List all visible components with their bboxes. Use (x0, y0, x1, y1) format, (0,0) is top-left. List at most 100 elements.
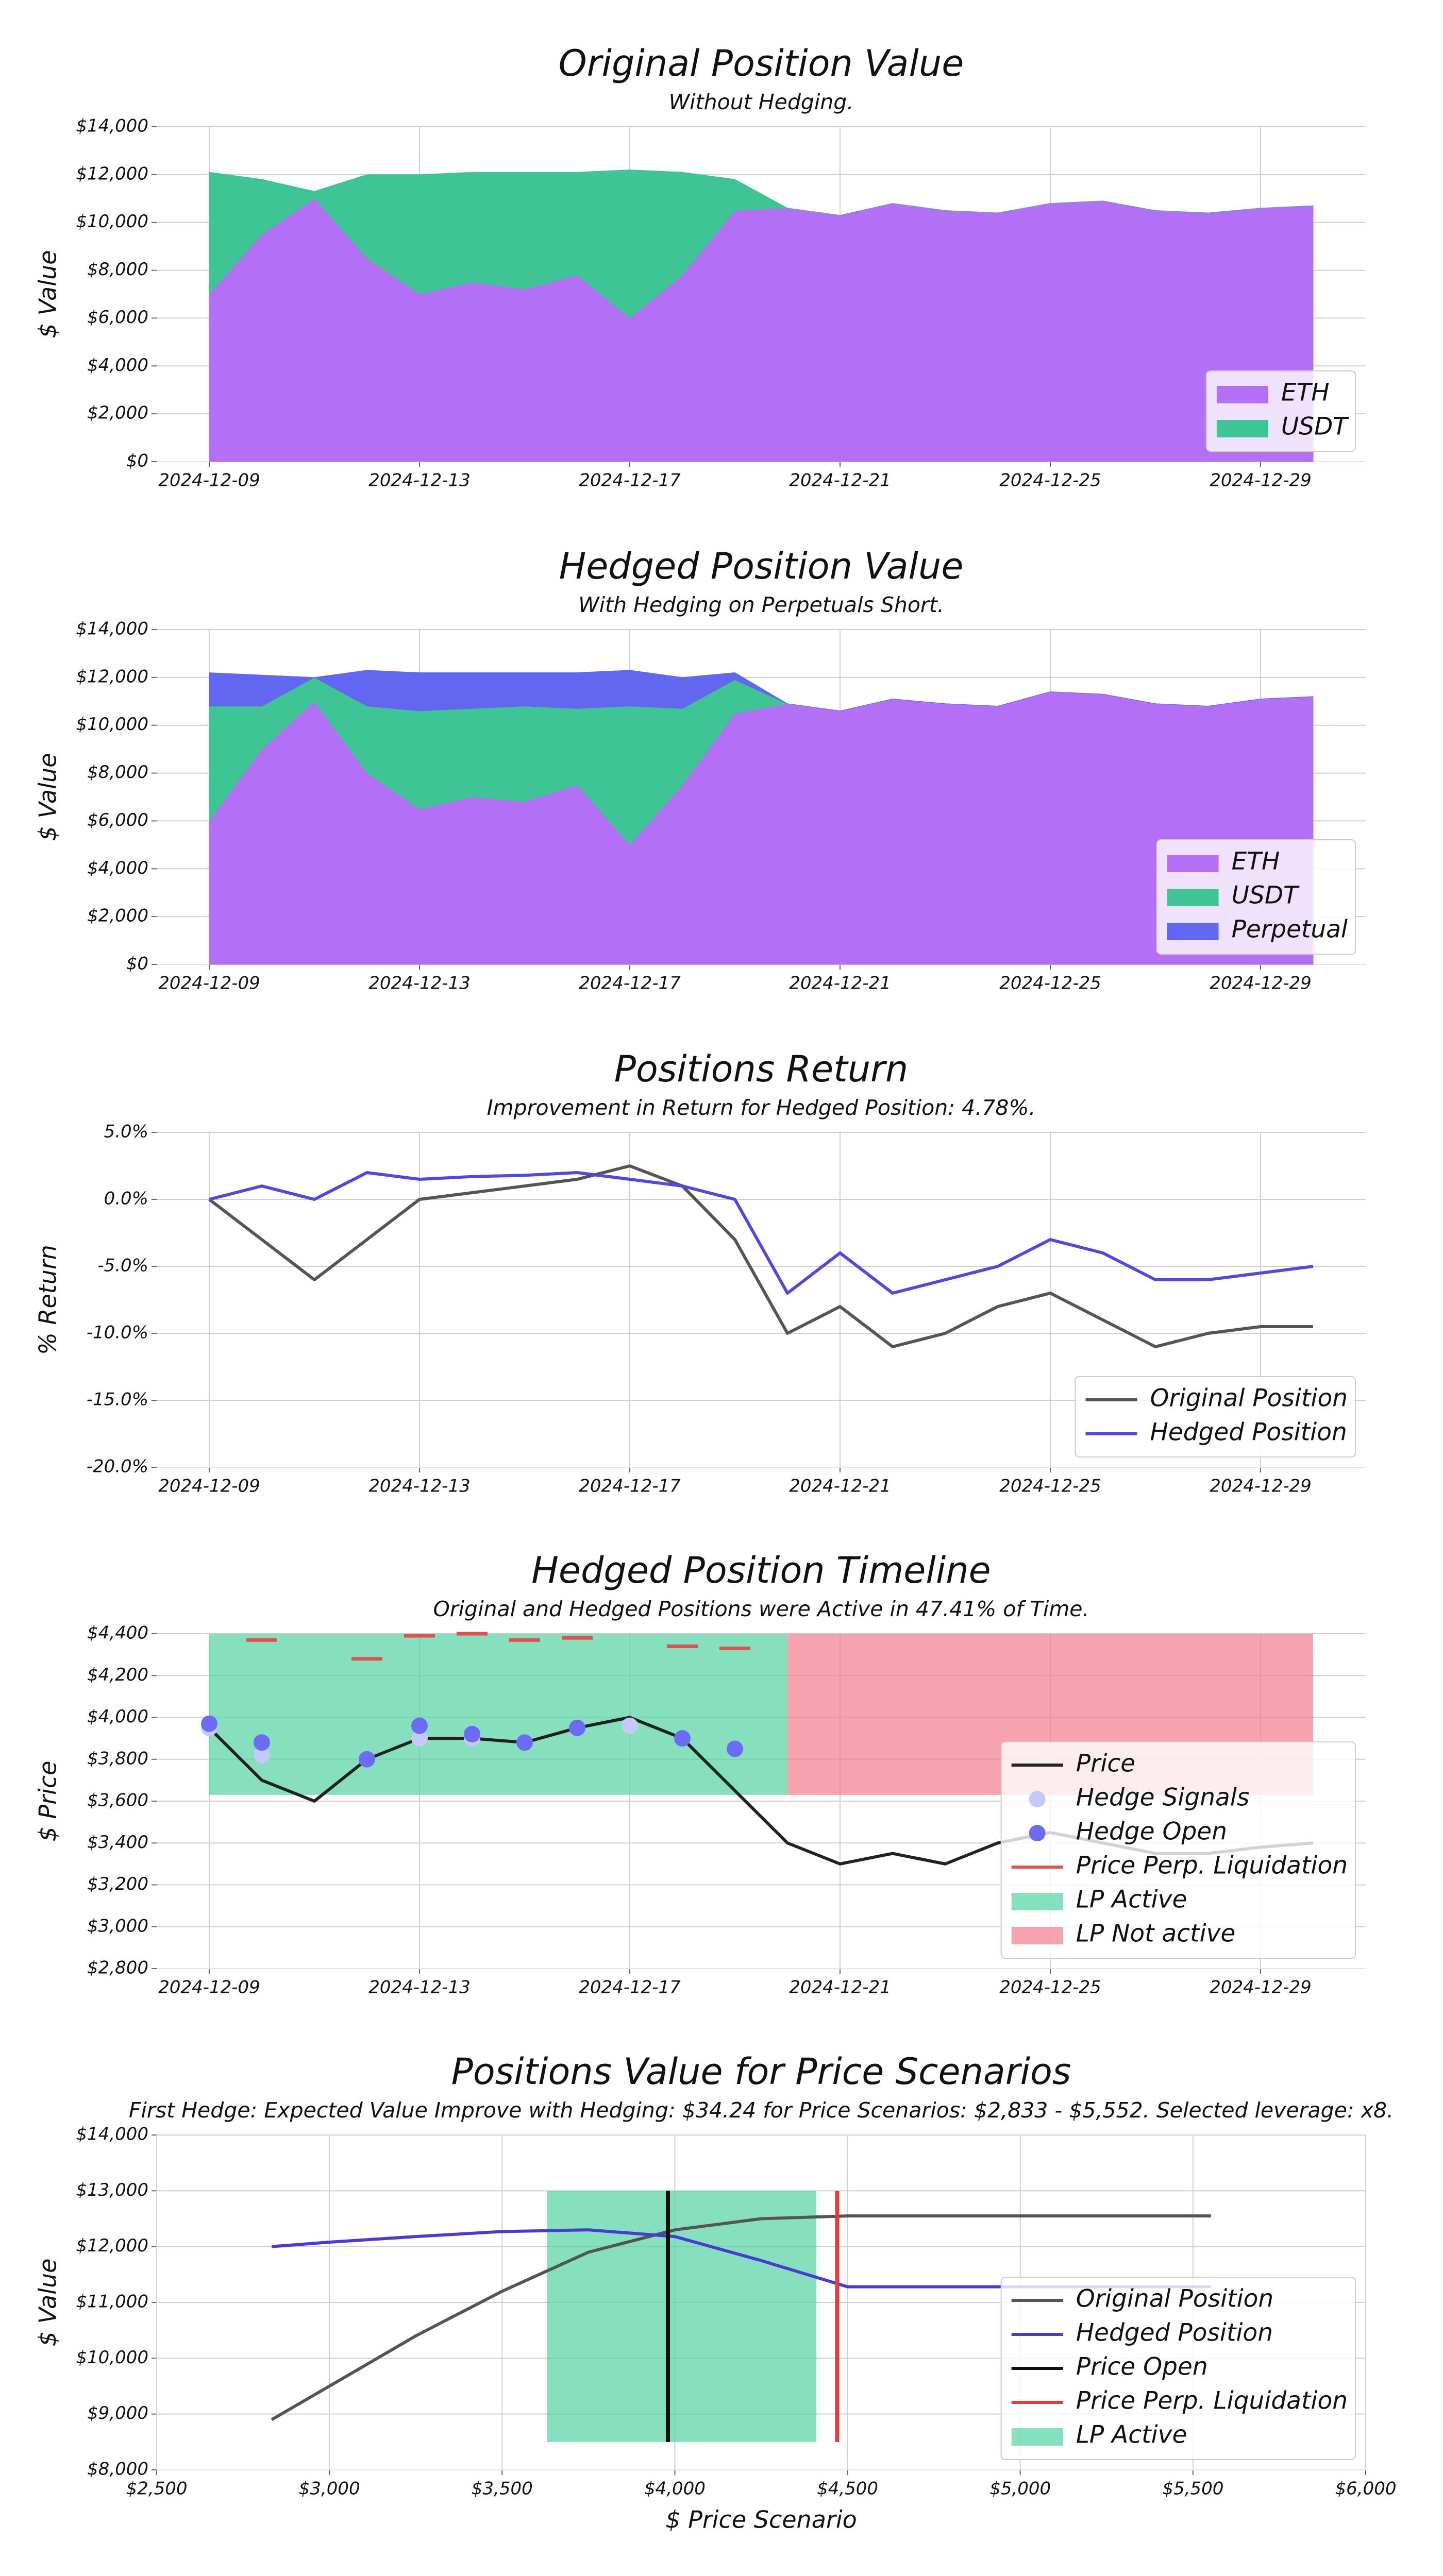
legend-swatch (1167, 855, 1219, 872)
x-tick-label: $3,000 (299, 2479, 360, 2499)
x-tick-label: 2024-12-09 (158, 470, 260, 491)
x-tick-label: $6,000 (1335, 2479, 1397, 2499)
y-tick-label: $4,000 (87, 858, 148, 878)
y-tick-label: $4,200 (87, 1665, 148, 1685)
y-tick-label: $12,000 (76, 163, 148, 184)
y-tick-label: -20.0% (87, 1456, 148, 1477)
legend-box (1075, 1376, 1356, 1458)
x-tick-label: $4,000 (644, 2479, 706, 2499)
span (547, 2191, 817, 2442)
y-axis-label: $ Value (34, 753, 62, 841)
y-tick-label: $4,400 (87, 1623, 148, 1643)
y-tick-label: $2,000 (87, 906, 148, 926)
legend-swatch (1216, 386, 1268, 403)
legend-label: Price Open (1076, 2353, 1208, 2381)
y-tick-label: $14,000 (76, 2124, 148, 2145)
y-tick-label: $0 (126, 954, 148, 974)
legend: Price Hedge Signals Hedge Open Price Perp. … (1000, 1741, 1356, 1959)
y-tick-label: -15.0% (87, 1389, 148, 1410)
y-tick-label: $8,000 (87, 762, 148, 783)
point (254, 1734, 270, 1751)
point (569, 1719, 585, 1736)
line (271, 2228, 1211, 2289)
legend-label: LP Active (1076, 1886, 1187, 1914)
legend-swatch (1029, 1791, 1046, 1807)
legend-box (1000, 2277, 1356, 2460)
y-tick-label: $11,000 (76, 2292, 148, 2312)
y-tick-label: $3,800 (87, 1748, 148, 1769)
legend-label: LP Not active (1076, 1920, 1236, 1948)
y-tick-label: $4,000 (87, 355, 148, 376)
y-tick-label: $10,000 (76, 2347, 148, 2368)
y-tick-label: 0.0% (104, 1189, 148, 1209)
y-tick-label: $13,000 (76, 2180, 148, 2200)
x-tick-label: 2024-12-17 (579, 470, 681, 491)
point (516, 1734, 533, 1751)
x-tick-label: 2024-12-17 (579, 973, 681, 994)
x-tick-label: 2024-12-21 (789, 973, 891, 994)
x-tick-label: 2024-12-09 (158, 1977, 260, 1998)
y-tick-label: $2,800 (87, 1958, 148, 1978)
legend-swatch (1167, 923, 1219, 940)
x-tick-label: 2024-12-25 (999, 973, 1101, 994)
legend-swatch (1167, 889, 1219, 906)
x-tick-label: $5,000 (989, 2479, 1051, 2499)
y-tick-label: -10.0% (87, 1323, 148, 1343)
y-tick-label: $0 (126, 451, 148, 471)
x-tick-label: 2024-12-13 (368, 470, 471, 491)
y-tick-label: $8,000 (87, 2459, 148, 2480)
legend-label: Price Perp. Liquidation (1076, 1852, 1348, 1880)
y-tick-label: $14,000 (76, 116, 148, 137)
y-tick-label: $10,000 (76, 211, 148, 232)
chart-subtitle: First Hedge: Expected Value Improve with… (129, 2098, 1394, 2123)
x-tick-label: 2024-12-09 (158, 973, 260, 994)
area (209, 670, 1314, 711)
y-tick-label: $10,000 (76, 714, 148, 735)
legend-label: Hedge Signals (1076, 1784, 1250, 1812)
x-tick-label: 2024-12-21 (789, 470, 891, 491)
chart-title: Hedged Position Value (559, 545, 964, 587)
legend-label: LP Active (1076, 2421, 1187, 2449)
x-tick-label: $4,500 (817, 2479, 878, 2499)
span (209, 1634, 787, 1795)
legend-swatch (1216, 420, 1268, 437)
y-tick-label: $3,200 (87, 1874, 148, 1894)
area (209, 170, 1314, 319)
point (254, 1747, 270, 1764)
x-tick-label: 2024-12-13 (368, 973, 471, 994)
legend: Original Position Hedged Position Price Op… (1000, 2277, 1356, 2460)
x-tick-label: 2024-12-09 (158, 1476, 260, 1497)
legend-label: USDT (1232, 882, 1300, 910)
x-tick-label: 2024-12-17 (579, 1977, 681, 1998)
x-tick-label: 2024-12-29 (1210, 1977, 1312, 1998)
line (208, 1164, 1313, 1348)
y-tick-label: $9,000 (87, 2403, 148, 2424)
x-axis-label: $ Price Scenario (665, 2506, 857, 2534)
legend-label: Price Perp. Liquidation (1076, 2387, 1348, 2415)
line (209, 1171, 1314, 1295)
legend-label: Hedged Position (1076, 2319, 1273, 2347)
chart-subtitle: With Hedging on Perpetuals Short. (578, 592, 944, 617)
x-tick-label: 2024-12-21 (789, 1977, 891, 1998)
chart-subtitle: Original and Hedged Positions were Activ… (433, 1597, 1089, 1621)
legend: ETH USDT (1205, 370, 1356, 452)
legend-label: ETH (1232, 848, 1280, 876)
legend-label: Original Position (1076, 2285, 1274, 2313)
x-tick-label: 2024-12-13 (368, 1977, 471, 1998)
y-tick-label: 5.0% (104, 1122, 148, 1142)
line (271, 2214, 1211, 2421)
legend-label: Original Position (1150, 1384, 1348, 1413)
x-tick-label: $3,500 (472, 2479, 533, 2499)
y-tick-label: $6,000 (87, 810, 148, 831)
x-tick-label: $2,500 (126, 2479, 188, 2499)
y-tick-label: -5.0% (97, 1256, 148, 1276)
x-tick-label: 2024-12-25 (999, 1476, 1101, 1497)
legend-label: USDT (1281, 413, 1349, 441)
x-tick-label: $5,500 (1162, 2479, 1223, 2499)
point (411, 1730, 428, 1747)
x-tick-label: 2024-12-21 (789, 1476, 891, 1497)
point (622, 1717, 638, 1734)
y-tick-label: $3,400 (87, 1832, 148, 1853)
